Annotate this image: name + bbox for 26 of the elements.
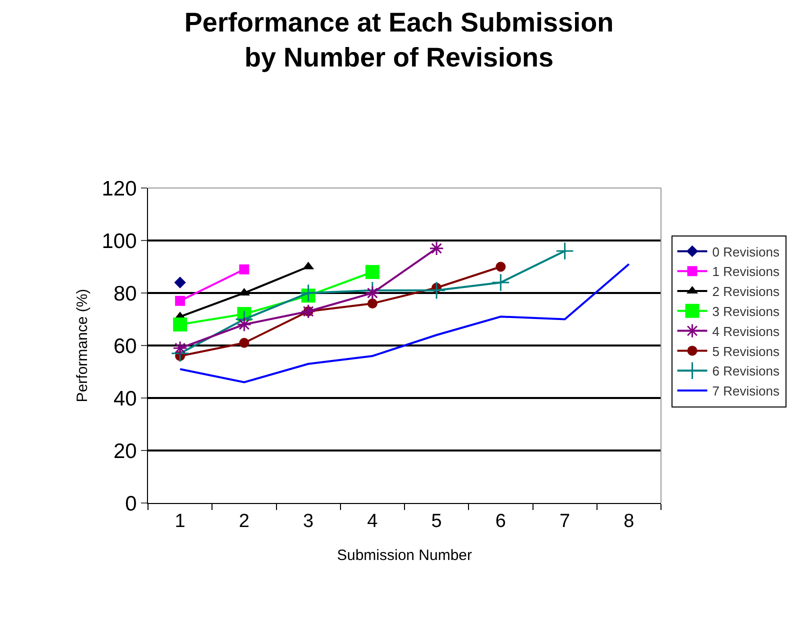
x-tick-label: 5 [431, 510, 442, 532]
legend-label: 3 Revisions [712, 304, 780, 319]
x-tick-label: 8 [624, 510, 634, 532]
legend-label: 6 Revisions [712, 364, 780, 379]
x-axis-title: Submission Number [336, 546, 472, 564]
x-tick-label: 4 [367, 510, 378, 532]
chart-title: Performance at Each Submission by Number of Revisions [184, 7, 614, 73]
y-tick-label: 0 [125, 492, 137, 516]
legend-label: 2 Revisions [712, 284, 780, 300]
y-tick-label: 60 [113, 334, 137, 358]
legend-label: 7 Revisions [712, 384, 780, 399]
y-tick-label: 100 [102, 230, 137, 253]
y-axis-title: Performance (%) [74, 288, 92, 402]
y-tick-label: 120 [102, 177, 137, 200]
x-tick-label: 7 [560, 510, 570, 532]
y-tick-label: 20 [113, 440, 137, 463]
y-tick-label: 80 [113, 282, 137, 306]
legend-label: 5 Revisions [712, 344, 780, 359]
x-tick-label: 2 [238, 510, 250, 532]
legend-label: 4 Revisions [712, 324, 780, 339]
x-tick-label: 3 [303, 510, 314, 532]
y-tick-label: 40 [113, 387, 137, 410]
legend-label: 1 Revisions [712, 264, 780, 280]
x-tick-label: 6 [495, 510, 506, 532]
x-tick-label: 1 [174, 510, 186, 532]
legend-label: 0 Revisions [712, 244, 780, 260]
